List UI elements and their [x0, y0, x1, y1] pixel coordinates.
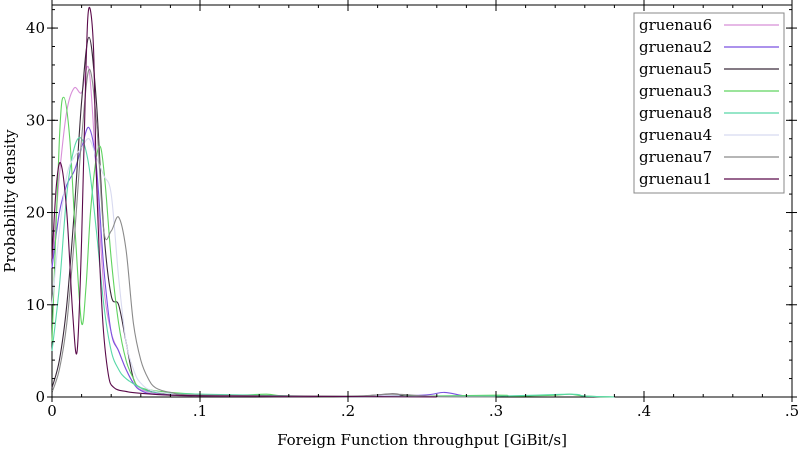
y-tick-label: 40 [26, 19, 45, 37]
curve-gruenau3 [51, 96, 615, 398]
axis-tick-labels: 0 .1 .2 .3 .4 .5 0 10 20 30 40 [26, 19, 799, 420]
legend: gruenau6 gruenau2 gruenau5 gruenau3 gruenau8… [633, 12, 785, 194]
curve-gruenau5 [51, 36, 452, 398]
curve-gruenau2 [51, 126, 497, 398]
density-curves [51, 6, 615, 398]
legend-label-gruenau8: gruenau8 [639, 104, 712, 122]
legend-label-gruenau5: gruenau5 [639, 60, 712, 78]
x-tick-label: .2 [341, 402, 355, 420]
x-tick-label: .4 [637, 402, 651, 420]
y-tick-label: 20 [26, 204, 45, 222]
legend-label-gruenau6: gruenau6 [639, 16, 712, 34]
x-tick-label: 0 [47, 402, 57, 420]
y-tick-label: 30 [26, 111, 45, 129]
y-tick-label: 10 [26, 296, 45, 314]
legend-label-gruenau7: gruenau7 [639, 148, 712, 166]
axis-ticks [47, 0, 797, 402]
legend-label-gruenau1: gruenau1 [639, 170, 712, 188]
curve-gruenau1 [51, 6, 437, 398]
curve-gruenau6 [51, 65, 497, 398]
y-tick-label: 0 [35, 388, 45, 406]
x-tick-label: .5 [785, 402, 799, 420]
x-tick-label: .3 [489, 402, 503, 420]
y-axis-label: Probability density [1, 129, 19, 273]
legend-label-gruenau2: gruenau2 [639, 38, 712, 56]
legend-label-gruenau4: gruenau4 [639, 126, 712, 144]
legend-box [633, 12, 785, 194]
curve-gruenau4 [51, 138, 497, 398]
x-axis-label: Foreign Function throughput [GiBit/s] [277, 431, 567, 449]
x-tick-label: .1 [193, 402, 207, 420]
legend-label-gruenau3: gruenau3 [639, 82, 712, 100]
curve-gruenau7 [51, 69, 497, 398]
curve-gruenau8 [51, 137, 615, 398]
